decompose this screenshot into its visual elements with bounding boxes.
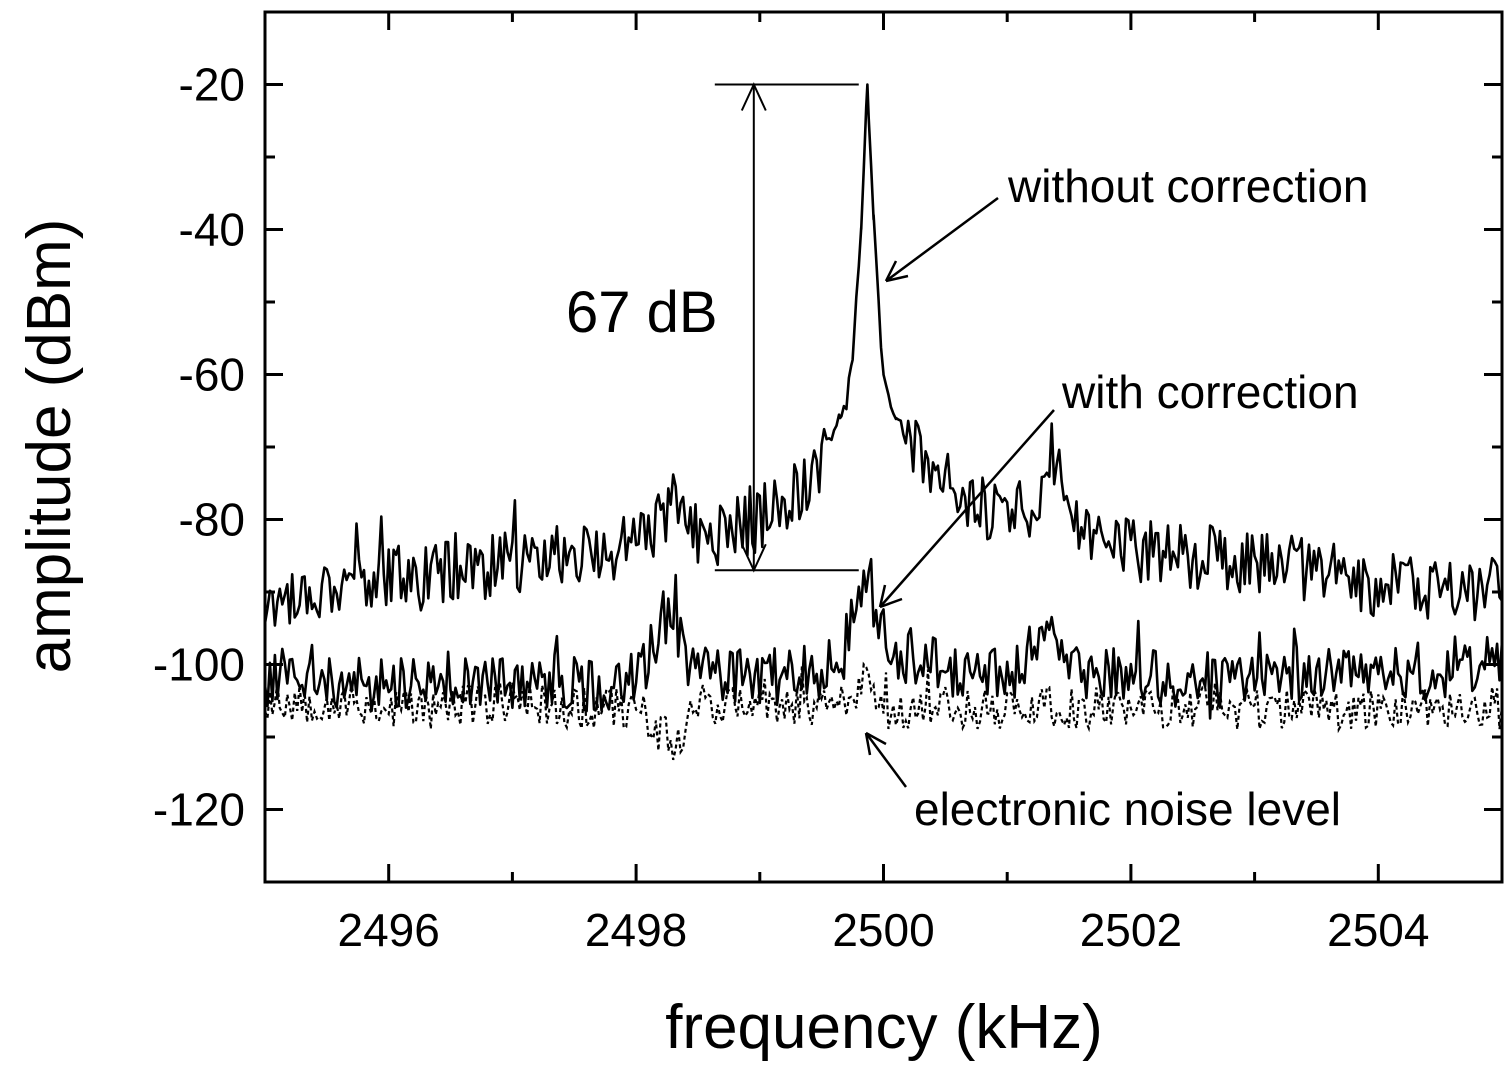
- arrow-without-correction: [885, 196, 999, 283]
- difference-arrowhead-top: [740, 82, 767, 111]
- label-without-correction: without correction: [1007, 160, 1369, 212]
- series-layer: [263, 83, 1504, 761]
- axis-tick-labels: 2496 2498 2500 2502 2504 -120 -100 -80 -60 -40 -20: [153, 59, 1430, 957]
- label-difference: 67 dB: [566, 280, 718, 345]
- x-tick-label: 2500: [832, 904, 934, 956]
- axis-ticks: [265, 12, 1502, 882]
- y-tick-label: -100: [153, 639, 245, 691]
- difference-arrowhead-bottom: [740, 543, 767, 573]
- x-axis-title: frequency (kHz): [665, 993, 1103, 1062]
- x-tick-label: 2504: [1327, 904, 1429, 956]
- x-tick-label: 2498: [585, 904, 687, 956]
- pointer-arrows: [864, 196, 1055, 788]
- arrowhead-electronic-noise: [864, 731, 887, 756]
- y-tick-label: -120: [153, 784, 245, 836]
- y-tick-label: -20: [179, 59, 245, 111]
- series-electronic-noise-line: [263, 661, 1504, 761]
- label-electronic-noise: electronic noise level: [914, 783, 1341, 835]
- arrow-with-correction: [879, 409, 1055, 608]
- label-with-correction: with correction: [1061, 366, 1359, 418]
- plot-frame: [263, 10, 1504, 884]
- arrow-electronic-noise: [864, 732, 908, 788]
- x-tick-label: 2502: [1080, 904, 1182, 956]
- arrowhead-with-correction: [878, 584, 903, 609]
- y-axis-title: amplitude (dBm): [15, 219, 84, 674]
- arrowhead-without-correction: [884, 260, 909, 283]
- series-without-correction-line: [263, 83, 1504, 627]
- x-tick-label: 2496: [338, 904, 440, 956]
- y-tick-label: -60: [179, 349, 245, 401]
- y-tick-label: -40: [179, 204, 245, 256]
- series-with-correction-line: [263, 557, 1504, 720]
- y-tick-label: -80: [179, 494, 245, 546]
- difference-marker: [714, 82, 859, 573]
